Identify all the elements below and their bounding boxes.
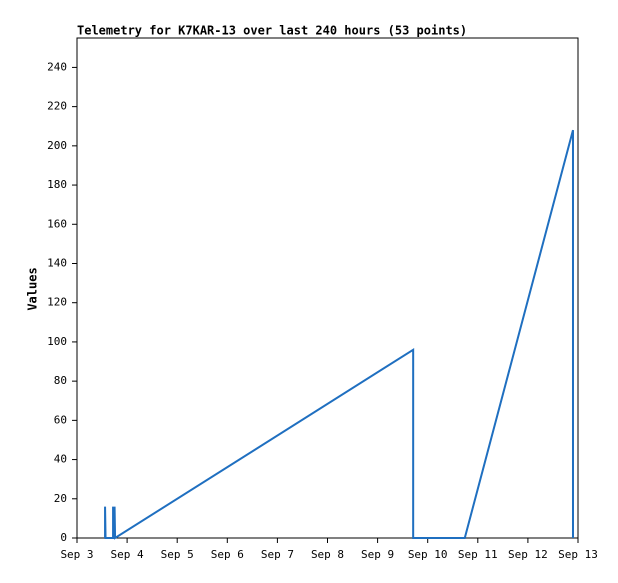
y-tick-label: 0 [60,531,67,544]
data-line [104,129,574,540]
x-tick-label: Sep 10 [408,548,448,561]
y-tick-label: 40 [54,453,67,466]
y-tick-label: 240 [47,60,67,73]
x-tick-label: Sep 6 [211,548,244,561]
x-tick-label: Sep 7 [261,548,294,561]
x-tick-label: Sep 9 [361,548,394,561]
x-tick-label: Sep 11 [458,548,498,561]
y-tick-label: 220 [47,100,67,113]
x-tick-label: Sep 13 [558,548,598,561]
x-tick-label: Sep 3 [60,548,93,561]
y-tick-label: 60 [54,413,67,426]
y-tick-label: 20 [54,492,67,505]
y-tick-label: 200 [47,139,67,152]
y-tick-label: 120 [47,296,67,309]
x-tick-label: Sep 12 [508,548,548,561]
y-tick-label: 80 [54,374,67,387]
y-tick-label: 180 [47,178,67,191]
y-tick-label: 140 [47,256,67,269]
chart-title: Telemetry for K7KAR-13 over last 240 hou… [77,24,467,38]
x-tick-label: Sep 5 [161,548,194,561]
y-tick-label: 160 [47,217,67,230]
x-tick-label: Sep 8 [311,548,344,561]
y-tick-label: 100 [47,335,67,348]
y-axis-label: Values [26,267,40,310]
x-tick-label: Sep 4 [111,548,144,561]
